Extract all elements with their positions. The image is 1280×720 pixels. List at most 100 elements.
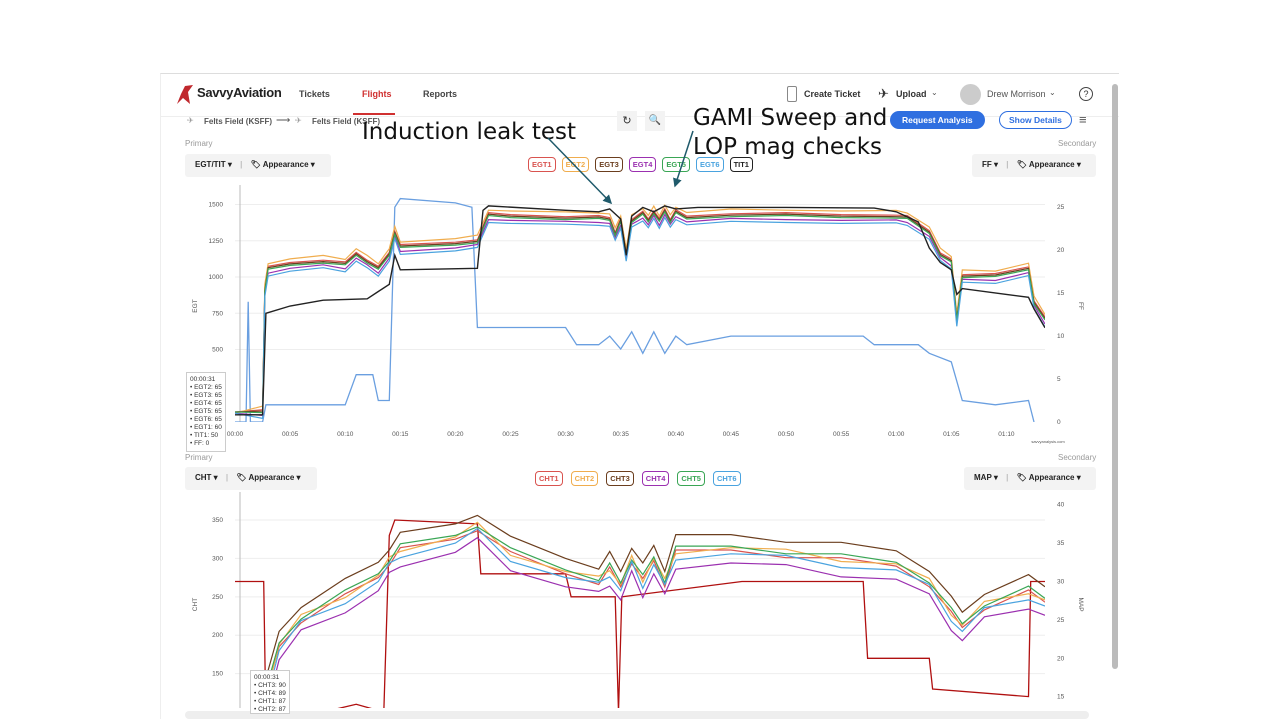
horizontal-scrollbar[interactable] — [185, 711, 1089, 719]
nav-flights[interactable]: Flights — [362, 89, 392, 99]
cht-select[interactable]: CHT ▾ — [195, 473, 218, 482]
menu-icon[interactable]: ≡ — [1079, 112, 1087, 127]
legend-chip-cht1[interactable]: CHT1 — [535, 471, 563, 486]
primary-label: Primary — [185, 453, 213, 462]
x-tick-label: 00:10 — [337, 431, 354, 438]
active-tab-indicator — [353, 113, 395, 115]
y2-tick-label: 30 — [1057, 578, 1065, 585]
tooltip-line: • EGT1: 60 — [190, 424, 222, 431]
appearance-select[interactable]: Appearance ▾ — [1028, 473, 1081, 482]
y2-axis-label: FF — [1077, 302, 1084, 310]
annotation-gami-line2: LOP mag checks — [693, 134, 883, 160]
legend-chip-egt2[interactable]: EGT2 — [561, 157, 590, 172]
x-tick-label: 01:00 — [888, 431, 905, 438]
y-tick-label: 500 — [212, 347, 223, 354]
annotation-gami-line1: GAMI Sweep and — [693, 105, 888, 131]
primary-label: Primary — [185, 139, 213, 148]
y-tick-label: 350 — [212, 517, 223, 524]
y2-tick-label: 10 — [1057, 333, 1065, 340]
y-axis-label: CHT — [192, 598, 199, 611]
series-line-cht4[interactable] — [265, 536, 1045, 717]
tag-icon: 🏷 — [236, 473, 247, 482]
series-line-cht6[interactable] — [264, 527, 1045, 708]
departure-icon: ✈ — [187, 116, 194, 125]
legend-chip-cht3[interactable]: CHT3 — [606, 471, 634, 486]
legend-chip-cht4[interactable]: CHT4 — [641, 471, 670, 486]
x-tick-label: 00:20 — [447, 431, 464, 438]
help-icon[interactable]: ? — [1079, 87, 1093, 101]
series-line-tit1[interactable] — [235, 205, 1045, 416]
y-tick-label: 1500 — [209, 202, 224, 209]
reset-zoom-icon[interactable]: ↻ — [617, 111, 637, 131]
egt-tit-select[interactable]: EGT/TIT ▾ — [195, 160, 232, 169]
app-window: SavvyAviation Tickets Flights Reports Cr… — [160, 73, 1119, 719]
y2-tick-label: 15 — [1057, 290, 1065, 297]
tooltip-line: • EGT5: 65 — [190, 408, 222, 415]
y2-tick-label: 25 — [1057, 617, 1065, 624]
avatar[interactable] — [960, 84, 981, 105]
tag-icon: 🏷 — [1016, 160, 1027, 169]
watermark: savvyanalysis.com — [1031, 439, 1065, 444]
nav-tickets[interactable]: Tickets — [299, 89, 330, 99]
route-from: Felts Field (KSFF) — [204, 117, 272, 126]
brand-logo[interactable]: SavvyAviation — [197, 85, 282, 100]
secondary-label: Secondary — [1058, 453, 1097, 462]
plane-icon: ✈ — [878, 86, 889, 101]
annotation-arrow — [673, 130, 694, 188]
legend-chip-egt6[interactable]: EGT6 — [695, 157, 724, 172]
legend-chip-tit1[interactable]: TIT1 — [729, 157, 753, 172]
legend-chip-egt1[interactable]: EGT1 — [528, 157, 556, 172]
map-select[interactable]: MAP ▾ — [974, 473, 998, 482]
x-tick-label: 00:45 — [723, 431, 740, 438]
appearance-select[interactable]: Appearance ▾ — [248, 473, 301, 482]
appearance-select[interactable]: Appearance ▾ — [1028, 160, 1081, 169]
logo-icon — [177, 85, 193, 104]
tooltip-line: • EGT6: 65 — [190, 416, 222, 423]
y-tick-label: 150 — [212, 671, 223, 678]
ff-select[interactable]: FF ▾ — [982, 160, 999, 169]
legend-chip-cht2[interactable]: CHT2 — [570, 471, 599, 486]
chart-tooltip: 00:00:31 • EGT2: 65 • EGT3: 65 • EGT4: 65 • … — [186, 372, 226, 452]
vertical-scrollbar[interactable] — [1112, 84, 1118, 669]
chart-tooltip: 00:00:31 • CHT3: 90 • CHT4: 89 • CHT1: 87 • … — [250, 670, 290, 714]
y-tick-label: 250 — [212, 594, 223, 601]
nav-reports[interactable]: Reports — [423, 89, 458, 99]
y-tick-label: 1000 — [209, 274, 224, 281]
series-legend: CHT1 CHT2 CHT3 CHT4 CHT5 CHT6 — [535, 471, 741, 486]
secondary-axis-controls: MAP ▾ | 🏷 Appearance ▾ — [964, 467, 1096, 490]
y-tick-label: 750 — [212, 310, 223, 317]
legend-chip-cht5[interactable]: CHT5 — [677, 471, 705, 486]
arrival-icon: ✈ — [295, 116, 302, 125]
legend-chip-cht6[interactable]: CHT6 — [712, 471, 741, 486]
x-tick-label: 00:05 — [282, 431, 299, 438]
x-tick-label: 00:00 — [227, 431, 244, 438]
zoom-icon[interactable]: 🔍 — [645, 111, 665, 131]
request-analysis-button[interactable]: Request Analysis — [890, 111, 985, 129]
show-details-button[interactable]: Show Details — [999, 111, 1072, 129]
x-tick-label: 01:10 — [998, 431, 1015, 438]
user-menu[interactable]: Drew Morrison — [987, 89, 1046, 99]
upload-button[interactable]: Upload — [896, 89, 927, 99]
primary-axis-controls: CHT ▾ | 🏷 Appearance ▾ — [185, 467, 317, 490]
y2-tick-label: 5 — [1057, 376, 1061, 383]
legend-chip-egt4[interactable]: EGT4 — [628, 157, 657, 172]
series-line-ff[interactable] — [235, 197, 1035, 422]
y2-tick-label: 20 — [1057, 655, 1065, 662]
tag-icon: 🏷 — [250, 160, 261, 169]
tooltip-line: • EGT2: 65 — [190, 384, 222, 391]
create-ticket-button[interactable]: Create Ticket — [804, 89, 861, 99]
tooltip-line: • CHT4: 89 — [254, 690, 286, 697]
route-to: Felts Field (KSFF) — [312, 117, 380, 126]
top-nav: SavvyAviation Tickets Flights Reports Cr… — [161, 74, 1119, 117]
x-tick-label: 00:30 — [557, 431, 574, 438]
appearance-select[interactable]: Appearance ▾ — [262, 160, 315, 169]
x-tick-label: 01:05 — [943, 431, 960, 438]
series-line-egt6[interactable] — [235, 216, 1045, 420]
series-line-cht3[interactable] — [264, 514, 1045, 683]
y-tick-label: 200 — [212, 632, 223, 639]
y2-tick-label: 15 — [1057, 694, 1065, 701]
legend-chip-egt3[interactable]: EGT3 — [595, 157, 623, 172]
series-line-map[interactable] — [235, 519, 1045, 720]
tooltip-line: • EGT3: 65 — [190, 392, 222, 399]
